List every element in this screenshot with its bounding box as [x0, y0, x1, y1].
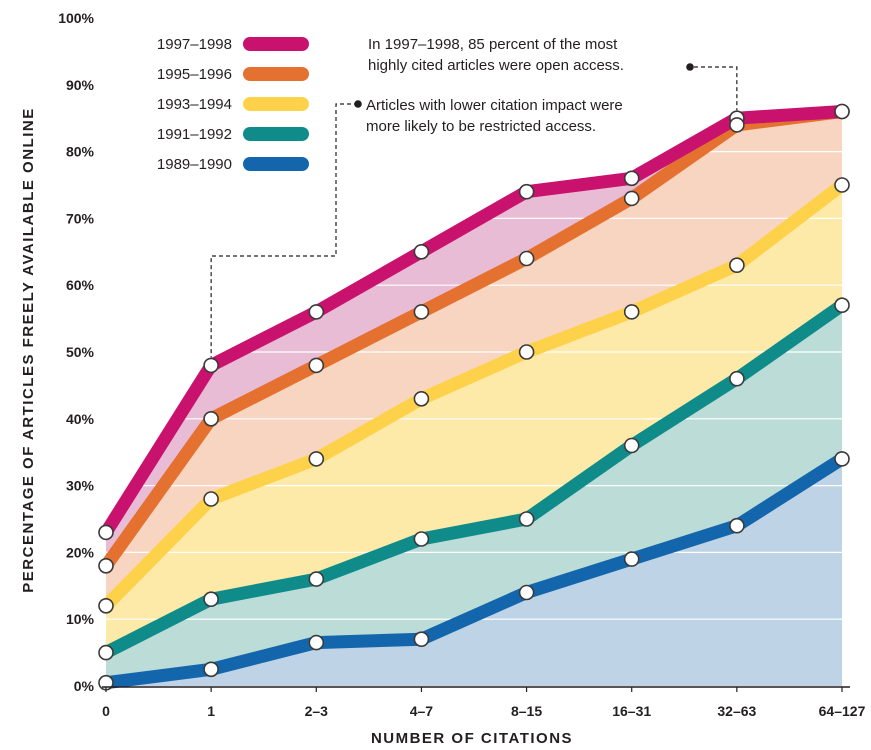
data-point-1993-1994-16-31 [623, 304, 640, 320]
data-point-1989-1990-1 [203, 661, 219, 678]
data-point-1997-1998-2-3 [308, 304, 325, 320]
x-tick-label: 0 [102, 703, 110, 719]
data-point-1989-1990-8-15 [518, 584, 535, 601]
annotation-line: highly cited articles were open access. [368, 57, 624, 74]
data-point-1995-1996-8-15 [518, 250, 535, 267]
data-point-1989-1990-32-63 [729, 517, 745, 534]
annotation-line: In 1997–1998, 85 percent of the most [368, 36, 618, 53]
data-point-1991-1992-1 [203, 591, 219, 608]
data-point-1989-1990-4-7 [413, 631, 430, 648]
y-tick-label: 40% [66, 411, 95, 427]
data-point-1993-1994-2-3 [308, 451, 325, 467]
data-point-1997-1998-0 [98, 524, 114, 541]
y-tick-label: 50% [66, 344, 95, 360]
area-band-1989-1990 [106, 458, 842, 686]
annotation-leader [210, 103, 358, 358]
data-point-1993-1994-4-7 [413, 390, 430, 407]
x-axis-title: NUMBER OF CITATIONS [371, 730, 573, 747]
series-lines-layer [99, 105, 849, 690]
data-point-1995-1996-0 [98, 557, 114, 574]
y-tick-label: 30% [66, 478, 95, 494]
data-point-1989-1990-16-31 [623, 551, 640, 567]
y-tick-label: 90% [66, 77, 95, 93]
annotations: In 1997–1998, 85 percent of the most high… [210, 36, 738, 358]
data-point-1995-1996-2-3 [308, 357, 325, 374]
data-point-1995-1996-4-7 [413, 304, 430, 320]
x-tick-label: 32–63 [717, 703, 756, 719]
data-point-1991-1992-16-31 [623, 437, 640, 454]
data-point-1991-1992-0 [98, 644, 114, 661]
series-line-1989-1990 [99, 452, 849, 690]
area-band-1995-1996 [106, 111, 842, 606]
y-tick-label: 20% [66, 544, 95, 560]
legend-label-1989-1990: 1989–1990 [157, 156, 232, 173]
data-point-1995-1996-64-127 [834, 103, 850, 120]
data-point-1993-1994-1 [203, 491, 219, 507]
y-tick-label: 100% [58, 10, 94, 26]
x-tick-label: 2–3 [305, 703, 329, 719]
data-point-1991-1992-2-3 [308, 571, 325, 587]
legend-label-1991-1992: 1991–1992 [157, 126, 232, 143]
legend-label-1993-1994: 1993–1994 [157, 96, 232, 113]
data-point-1995-1996-16-31 [623, 190, 640, 207]
annotation-bullet [354, 100, 362, 108]
annotation-top-articles: In 1997–1998, 85 percent of the most high… [368, 36, 738, 111]
data-point-1989-1990-64-127 [834, 451, 850, 467]
annotation-leader [694, 66, 738, 111]
data-point-1997-1998-1 [203, 357, 219, 374]
x-tick-label: 64–127 [819, 703, 866, 719]
annotation-line: Articles with lower citation impact were [366, 97, 623, 114]
y-tick-label: 80% [66, 144, 95, 160]
series-line-1991-1992 [99, 298, 849, 660]
data-point-1991-1992-64-127 [834, 297, 850, 314]
y-tick-label: 70% [66, 210, 95, 226]
x-tick-label: 1 [207, 703, 215, 719]
annotation-bullet [686, 63, 694, 71]
legend-label-1997-1998: 1997–1998 [157, 36, 232, 53]
annotation-line: more likely to be restricted access. [366, 118, 596, 135]
data-points-layer [98, 103, 850, 691]
x-tick-label: 4–7 [410, 703, 434, 719]
data-point-1993-1994-8-15 [518, 344, 535, 360]
data-point-1995-1996-1 [203, 410, 219, 427]
data-point-1991-1992-8-15 [518, 511, 535, 527]
data-point-1993-1994-0 [98, 597, 114, 614]
series-line-1993-1994 [99, 178, 849, 613]
data-point-1997-1998-4-7 [413, 244, 430, 260]
data-point-1993-1994-32-63 [729, 257, 745, 274]
data-point-1995-1996-32-63 [729, 117, 745, 133]
y-tick-label: 0% [74, 678, 95, 694]
x-tick-label: 8–15 [511, 703, 542, 719]
legend-label-1995-1996: 1995–1996 [157, 66, 232, 83]
data-point-1997-1998-8-15 [518, 183, 535, 200]
x-tick-label: 16–31 [612, 703, 651, 719]
data-point-1997-1998-16-31 [623, 170, 640, 187]
data-point-1993-1994-64-127 [834, 177, 850, 193]
data-point-1989-1990-2-3 [308, 634, 325, 651]
legend: 1997–1998 1995–1996 1993–1994 1991–1992 1989… [157, 36, 309, 173]
y-axis-ticks: 0% 10% 20% 30% 40% 50% 60% 70% 80% 90% 100% [58, 10, 94, 694]
series-line-1997-1998 [99, 105, 849, 539]
series-line-1995-1996 [99, 105, 849, 573]
data-point-1991-1992-4-7 [413, 531, 430, 547]
data-point-1991-1992-32-63 [729, 370, 745, 387]
y-tick-label: 10% [66, 611, 95, 627]
x-axis-ticks: 0 1 2–3 4–7 8–15 16–31 32–63 64–127 [102, 687, 866, 719]
y-tick-label: 60% [66, 277, 95, 293]
y-axis-title: PERCENTAGE OF ARTICLES FREELY AVAILABLE … [20, 107, 37, 592]
annotation-lower-impact: Articles with lower citation impact were… [210, 97, 623, 358]
